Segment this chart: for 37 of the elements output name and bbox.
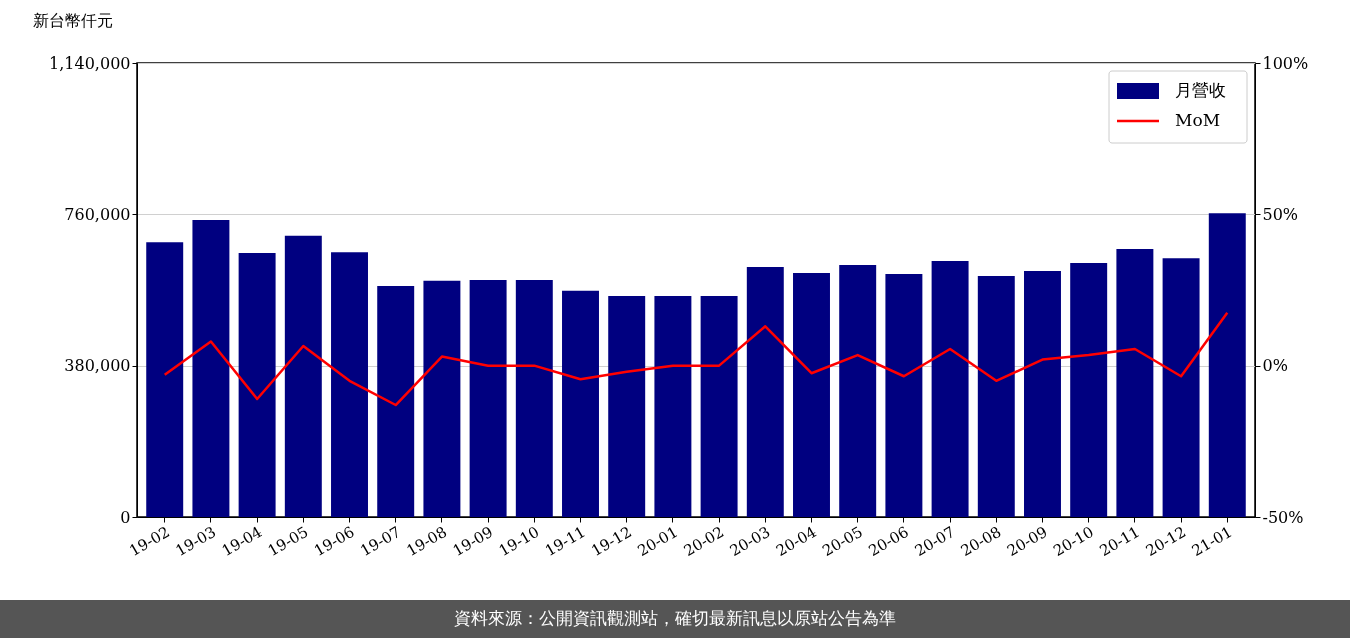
- bar: [192, 219, 230, 517]
- bar: [977, 276, 1015, 517]
- bar: [654, 295, 692, 517]
- y2-tick-label: 0%: [1262, 356, 1288, 376]
- y2-tick-label: -50%: [1262, 507, 1304, 527]
- bar: [331, 252, 368, 517]
- bar: [1070, 262, 1108, 517]
- y-tick-label: 1,140,000: [49, 53, 131, 73]
- bar: [377, 286, 415, 517]
- y-axis-title: 新台幣仟元: [32, 10, 113, 30]
- bar: [839, 264, 877, 517]
- bar: [746, 266, 784, 517]
- bar: [146, 242, 184, 517]
- bar: [1208, 213, 1246, 517]
- bar: [469, 280, 507, 517]
- bar: [885, 274, 923, 517]
- line-series: [163, 311, 1229, 407]
- bar: [1024, 270, 1061, 517]
- bar: [931, 260, 969, 517]
- source-note: 資料來源：公開資訊觀測站，確切最新訊息以原站公告為準: [454, 609, 896, 628]
- y2-tick-label: 50%: [1262, 204, 1299, 224]
- bar: [793, 272, 830, 517]
- bar: [284, 235, 322, 517]
- bar: [562, 290, 599, 517]
- bar: [1116, 248, 1154, 517]
- bar: [238, 252, 276, 517]
- bar: [700, 295, 738, 517]
- y-tick-label: 380,000: [64, 356, 131, 376]
- bar: [608, 295, 646, 517]
- legend-label: MoM: [1175, 110, 1221, 130]
- bar: [1162, 258, 1200, 517]
- bar: [423, 280, 461, 517]
- bar: [515, 280, 553, 517]
- y-tick-label: 760,000: [64, 204, 131, 224]
- y-tick-label: 0: [120, 507, 131, 527]
- legend-label: 月營收: [1175, 80, 1226, 100]
- y2-tick-label: 100%: [1262, 53, 1309, 73]
